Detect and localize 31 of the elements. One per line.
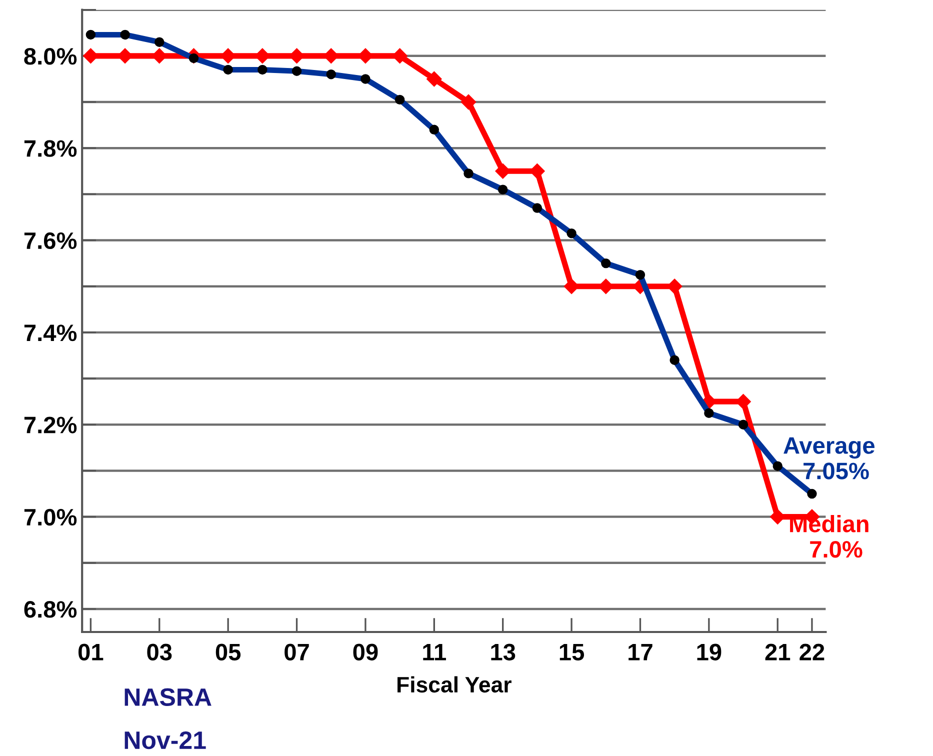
- text: NASRA: [124, 688, 212, 706]
- y-tick-label: 7.2%: [24, 416, 77, 434]
- x-axis-title: Fiscal Year: [398, 676, 512, 693]
- x-tick-label: 01: [78, 644, 104, 660]
- y-tick-label: 7.0%: [24, 508, 77, 526]
- y-tick-label: 8.0%: [24, 48, 77, 65]
- y-tick-label: 6.8%: [24, 601, 77, 618]
- point: [289, 48, 304, 64]
- x-tick-label: 07: [284, 644, 309, 660]
- x-tick-label: 15: [560, 644, 584, 660]
- x-tick-label: 05: [216, 644, 241, 660]
- point: [426, 71, 442, 87]
- y-tick-label: 7.4%: [24, 324, 77, 342]
- annotation: 7.05%: [804, 462, 869, 480]
- x-tick-label: 17: [628, 644, 652, 660]
- x-tick-label: 13: [491, 644, 516, 661]
- x-tick-label: 09: [353, 644, 378, 660]
- point: [460, 94, 476, 110]
- point: [667, 278, 682, 294]
- y-tick-label: 7.8%: [24, 140, 77, 157]
- x-tick-label: 22: [800, 644, 824, 660]
- series-label: Average: [784, 437, 874, 459]
- x-tick-label: 19: [697, 644, 722, 660]
- x-tick-label: 03: [147, 644, 172, 661]
- x-tick-label: 11: [423, 644, 446, 660]
- annotation: 7.0%: [810, 540, 862, 558]
- text: Nov-21: [124, 731, 206, 750]
- x-tick-label: 21: [765, 644, 790, 660]
- point: [530, 164, 545, 179]
- y-tick-label: 7.6%: [24, 232, 77, 250]
- point: [495, 164, 510, 179]
